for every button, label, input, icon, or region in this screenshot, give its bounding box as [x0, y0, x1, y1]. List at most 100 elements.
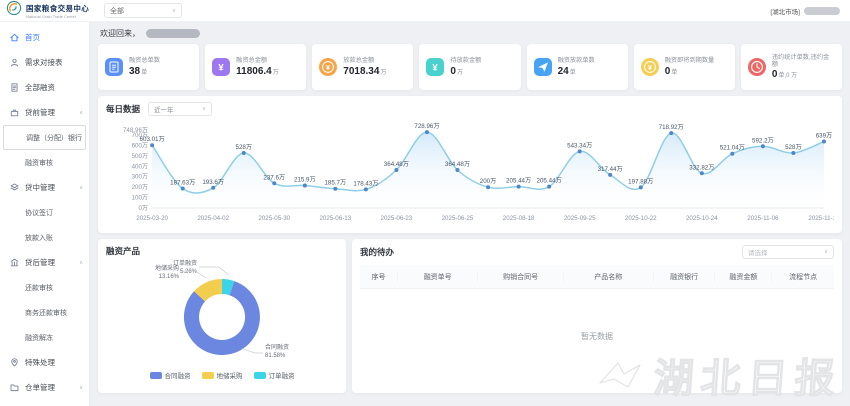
folder-icon	[9, 382, 20, 393]
stat-value: 0单,0 万	[771, 69, 798, 81]
svg-text:700万: 700万	[132, 132, 149, 139]
svg-text:500万: 500万	[132, 153, 149, 160]
svg-text:订单融资: 订单融资	[173, 259, 197, 267]
todo-column-header: 流程节点	[789, 273, 818, 281]
sidebar-item-special-handling[interactable]: 特殊处理	[0, 350, 89, 375]
sidebar-item-label: 仓单管理	[25, 383, 55, 392]
sidebar-item-warehouse-receipt[interactable]: 仓单管理 ∨	[0, 375, 89, 400]
sidebar-item-label: 首页	[25, 33, 40, 42]
svg-text:300万: 300万	[132, 174, 149, 181]
market-filter-select[interactable]: 全部 ∨	[104, 3, 182, 18]
financing-products-title: 融资产品	[106, 246, 141, 256]
sidebar-item-demand-table[interactable]: 需求对接表	[0, 50, 89, 75]
svg-text:728.96万: 728.96万	[414, 123, 439, 130]
legend-item[interactable]: 合同融资	[149, 370, 191, 380]
legend-item[interactable]: 订单融资	[253, 370, 295, 380]
doc-icon	[105, 58, 123, 76]
stat-value: 38单	[129, 65, 148, 77]
chevron-down-icon: ∨	[171, 7, 176, 14]
svg-text:2025-05-30: 2025-05-30	[258, 215, 290, 222]
svg-text:317.44万: 317.44万	[598, 166, 623, 173]
sidebar-item-financing-unfreeze[interactable]: 融资解冻	[0, 325, 89, 350]
sidebar-item-home[interactable]: 首页	[0, 25, 89, 50]
logo-title: 国家粮食交易中心	[26, 3, 90, 13]
svg-text:2025-10-22: 2025-10-22	[625, 215, 657, 222]
chevron-up-icon: ∧	[79, 109, 83, 116]
stat-card-3: ¥ 待放款金额 0万	[419, 44, 521, 90]
sidebar-item-all-financing[interactable]: 全部融资	[0, 75, 89, 100]
sidebar-item-label: 协议签订	[25, 209, 53, 217]
sidebar-item-in-loan[interactable]: 贷中管理 ∧	[0, 175, 89, 200]
svg-text:2025-11-18: 2025-11-18	[808, 215, 834, 222]
sidebar-item-pre-loan[interactable]: 贷前管理 ∧	[0, 100, 89, 125]
svg-text:200万: 200万	[132, 184, 149, 191]
todo-filter-select[interactable]: 请选择 ∨	[742, 245, 834, 259]
sidebar-item-financing-review[interactable]: 融资审核	[0, 150, 89, 175]
svg-text:¥: ¥	[648, 63, 653, 72]
sidebar-item-label: 贷后管理	[25, 258, 55, 267]
svg-text:2025-06-25: 2025-06-25	[442, 215, 474, 222]
svg-text:639万: 639万	[816, 133, 833, 140]
sidebar-item-label: 商务还款审核	[25, 309, 67, 317]
svg-text:718.92万: 718.92万	[659, 124, 684, 131]
svg-text:603.01万: 603.01万	[140, 136, 165, 143]
todo-table-body: 暂无数据	[360, 289, 834, 383]
financing-products-donut-chart[interactable]: 订单融资 5.26% 合同融资 81.58% 地储采购 13.16%	[107, 257, 337, 369]
stat-card-4: 融资放款单数 24单	[526, 44, 628, 90]
clock-icon	[747, 58, 766, 76]
user-icon	[9, 57, 20, 68]
sidebar-item-post-loan[interactable]: 贷后管理 ∧	[0, 250, 89, 275]
svg-text:528万: 528万	[236, 144, 253, 151]
sidebar-item-agreement-sign[interactable]: 协议签订	[0, 200, 89, 225]
bank-icon	[9, 257, 20, 268]
svg-text:¥: ¥	[218, 63, 224, 74]
svg-text:521.04万: 521.04万	[720, 145, 745, 152]
sidebar-item-repay-review[interactable]: 还款审核	[0, 275, 89, 300]
svg-text:193.6万: 193.6万	[202, 179, 224, 186]
sidebar-item-loan-entry[interactable]: 放款入账	[0, 225, 89, 250]
sidebar-item-adjust-bank[interactable]: 调整（分配）银行	[3, 125, 86, 150]
svg-text:748.96万: 748.96万	[123, 127, 148, 134]
range-select[interactable]: 近一年 ∨	[148, 102, 213, 116]
financing-products-card: 融资产品 订单融资 5.26% 合同融资 81.58% 地储采购 13.16% 合同融资地…	[98, 239, 346, 393]
donut-legend: 合同融资 地储采购 订单融资	[106, 370, 338, 380]
chevron-up-icon: ∧	[79, 259, 83, 266]
sidebar-item-label: 调整（分配）银行	[26, 134, 82, 142]
todo-column-header: 融资金额	[715, 271, 773, 282]
yen-icon: ¥	[426, 58, 445, 76]
pin-icon	[9, 357, 20, 368]
svg-text:2025-06-23: 2025-06-23	[381, 215, 413, 222]
svg-text:2025-03-20: 2025-03-20	[136, 215, 168, 222]
sidebar: 首页需求对接表全部融资贷前管理 ∧ 调整（分配）银行融资审核 贷中管理 ∧ 协议签订放款入…	[0, 22, 90, 406]
todo-column-header: 购销合同号	[478, 271, 564, 282]
svg-text:178.43万: 178.43万	[353, 180, 378, 187]
todo-title: 我的待办	[360, 247, 395, 257]
sidebar-item-label: 融资解冻	[25, 334, 53, 342]
stat-value: 0万	[450, 65, 463, 77]
stat-value: 11806.4万	[236, 65, 279, 77]
stat-title: 待放款金额	[450, 57, 482, 65]
home-icon	[9, 32, 20, 43]
stat-value: 0单	[664, 65, 678, 77]
coin-icon: ¥	[319, 58, 338, 76]
stat-title: 融资总单数	[129, 57, 160, 65]
stat-title: 融资即将到期数量	[664, 57, 715, 65]
stat-card-2: ¥ 放款总金额 7018.34万	[312, 44, 414, 90]
svg-text:364.48万: 364.48万	[445, 161, 470, 168]
sidebar-item-business-repay-review[interactable]: 商务还款审核	[0, 300, 89, 325]
sidebar-item-label: 特殊处理	[25, 358, 55, 367]
daily-data-card: 每日数据 近一年 ∨ 0万 100万 200万 300万 400万 500万 600万 700…	[98, 96, 842, 233]
username-redacted	[804, 6, 840, 15]
briefcase-icon	[9, 107, 20, 118]
svg-text:332.82万: 332.82万	[689, 164, 714, 171]
stat-title: 融资总金额	[236, 57, 268, 65]
sidebar-item-label: 全部融资	[25, 83, 55, 92]
svg-text:2025-04-02: 2025-04-02	[197, 215, 229, 222]
todo-column-header: 产品名称	[564, 271, 654, 282]
todo-column-header: 融资银行	[654, 271, 716, 282]
stat-value: 7018.34万	[343, 65, 387, 77]
legend-item[interactable]: 地储采购	[201, 370, 243, 380]
sidebar-item-label: 放款入账	[25, 234, 53, 242]
yen-icon: ¥	[212, 58, 231, 76]
